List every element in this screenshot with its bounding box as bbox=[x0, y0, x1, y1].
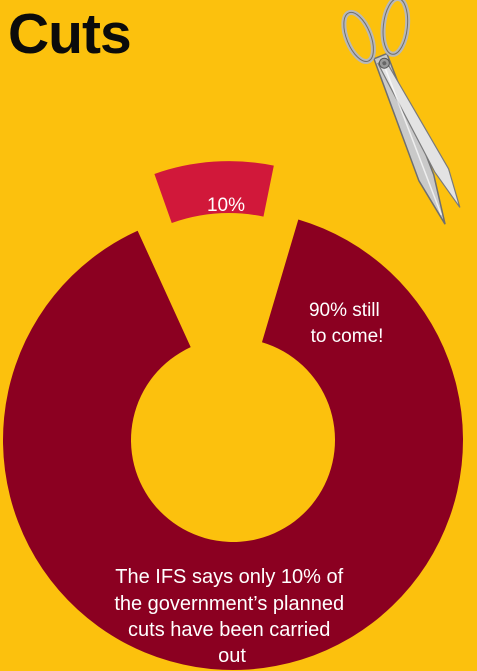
slice-label-remaining: 90% still to come! bbox=[309, 300, 385, 347]
scissors-icon bbox=[341, 0, 461, 225]
slices-layer bbox=[2, 161, 464, 670]
slice-remaining bbox=[2, 219, 464, 670]
chart-annotation: The IFS says only 10% of the government’… bbox=[114, 566, 349, 667]
chart-title: Cuts bbox=[8, 2, 132, 66]
slice-done bbox=[154, 161, 274, 223]
slice-label-done: 10% bbox=[207, 195, 245, 216]
